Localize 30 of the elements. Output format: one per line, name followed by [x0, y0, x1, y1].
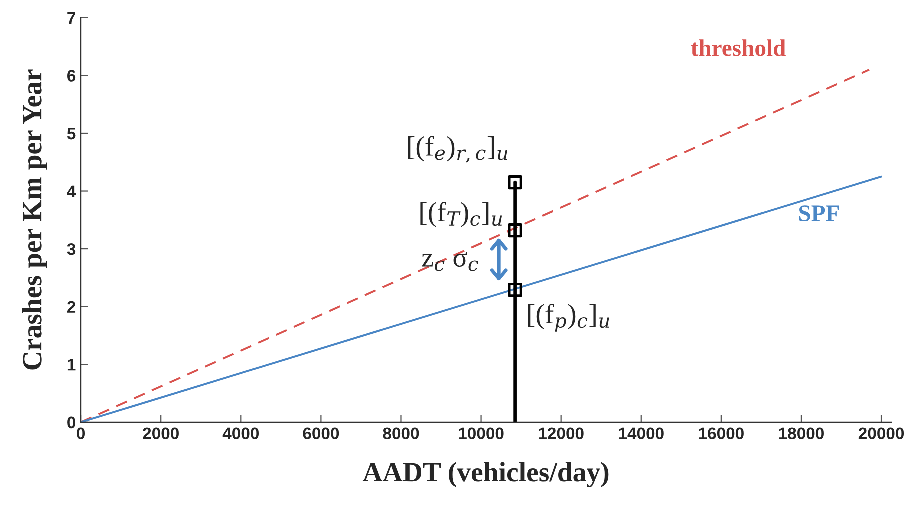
x-tick-label: 8000 [383, 428, 420, 440]
x-tick-label: 12000 [539, 428, 584, 440]
x-tick-label: 20000 [858, 428, 904, 440]
y-tick-label: 5 [67, 128, 76, 140]
y-tick-label: 4 [67, 186, 76, 198]
point [508, 283, 522, 298]
y-axis-title: Crashes per Km per Year [22, 70, 48, 370]
y-tick-label: 6 [68, 70, 76, 82]
x-tick-label: 18000 [779, 428, 824, 440]
y-tick-label: 1 [68, 359, 76, 371]
point [508, 224, 522, 238]
x-tick-label: 16000 [699, 428, 744, 440]
x-tick-label: 10000 [459, 428, 504, 440]
annotation: z$_{c}$ σ$_{c}$ [422, 252, 478, 272]
point [508, 176, 522, 190]
x-tick-label: 4000 [222, 428, 259, 440]
x-tick-label: 6000 [303, 428, 340, 440]
y-tick-label: 2 [67, 301, 76, 313]
x-tick-label: 0 [77, 428, 85, 440]
annotation: [(f$_{T}$)$_{c}$]$_{u}$ [420, 202, 502, 228]
y-tick-label: 3 [67, 243, 76, 256]
annotation: [(f$_{e}$)$_{r,c}$]$_{u}$ [408, 136, 508, 163]
y-tick-label: 0 [68, 416, 76, 429]
series-label: SPF [799, 206, 840, 222]
x-axis-title: AADT (vehicles/day) [362, 462, 609, 488]
series-label: threshold [691, 40, 786, 56]
x-tick-label: 14000 [619, 428, 664, 440]
y-tick-label: 7 [68, 12, 76, 24]
annotation: [(f$_{p}$)$_{c}$]$_{u}$ [528, 304, 610, 332]
x-tick-label: 2000 [143, 428, 179, 440]
